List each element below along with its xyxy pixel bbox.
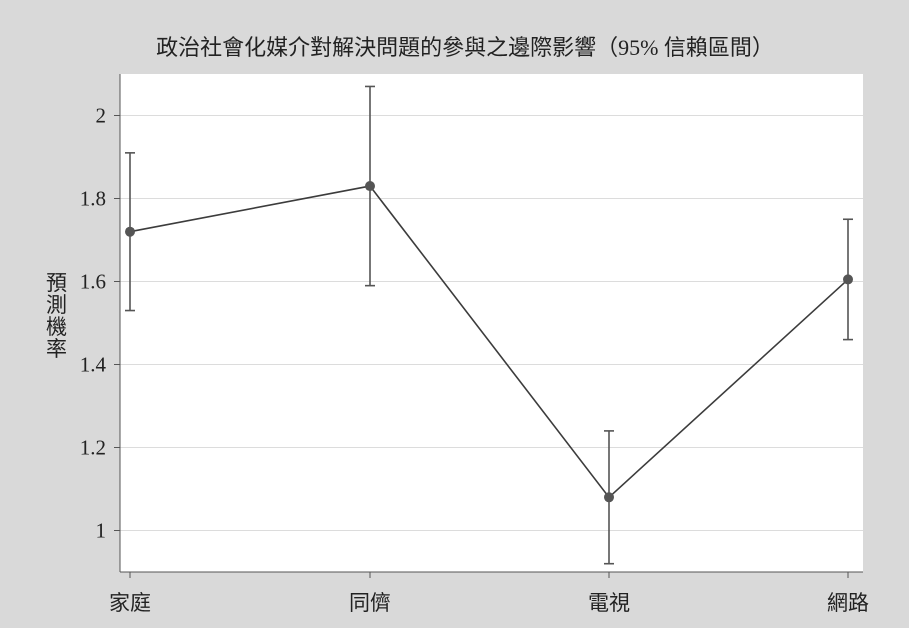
axes (119, 74, 863, 573)
y-ticks: 1 1.2 1.4 1.6 1.8 2 (80, 104, 120, 543)
gridlines (120, 115, 863, 531)
y-tick-label: 2 (96, 104, 107, 128)
data-point (843, 274, 853, 285)
x-tick-label: 電視 (588, 591, 630, 615)
x-tick-label: 家庭 (109, 591, 151, 615)
data-point (604, 492, 614, 503)
series-lines (129, 185, 849, 499)
data-points (125, 181, 853, 503)
data-point (365, 181, 375, 192)
y-tick-label: 1.8 (80, 187, 106, 211)
y-tick-label: 1.6 (80, 270, 106, 294)
y-tick-label: 1.2 (80, 436, 106, 460)
y-axis-label: 預測機率 (46, 271, 67, 361)
chart-title: 政治社會化媒介對解決問題的參與之邊際影響（95% 信賴區間） (156, 35, 774, 60)
data-point (125, 226, 135, 237)
series-line (129, 185, 849, 499)
x-tick-label: 同儕 (349, 591, 391, 615)
x-ticks: 家庭 同儕 電視 網路 (109, 572, 869, 615)
plot-area (120, 74, 863, 572)
y-tick-label: 1 (96, 519, 107, 543)
x-tick-label: 網路 (827, 591, 869, 615)
y-tick-label: 1.4 (80, 353, 107, 377)
